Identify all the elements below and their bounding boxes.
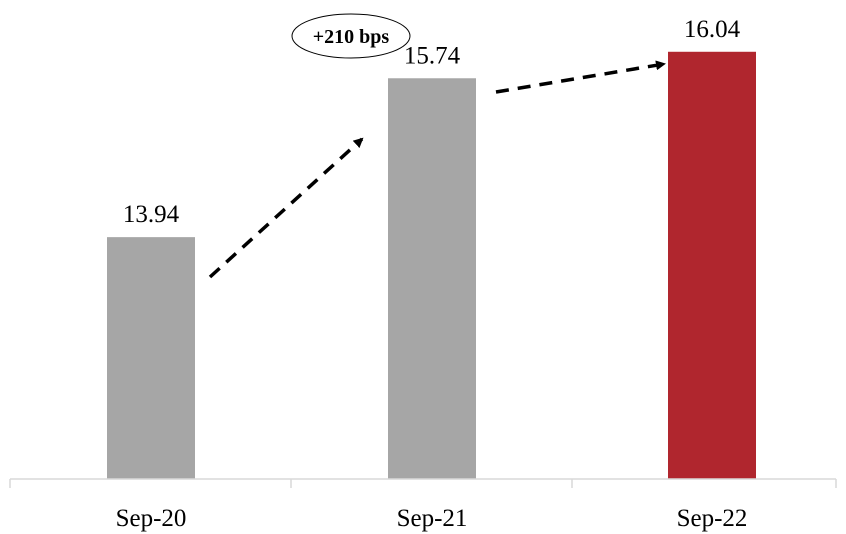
trend-arrow-1 [208, 137, 364, 279]
x-axis-ticks [9, 479, 837, 488]
tick-label-sep-21: Sep-21 [397, 505, 468, 532]
x-axis-tick-labels: Sep-20 Sep-21 Sep-22 [116, 505, 748, 532]
trend-arrow-2 [495, 60, 666, 94]
bars-group [107, 51, 756, 480]
bar-sep-22 [668, 51, 756, 480]
value-label-sep-21: 15.74 [404, 42, 461, 69]
annotation-ellipse [291, 13, 411, 59]
tick-label-sep-22: Sep-22 [677, 505, 748, 532]
bar-sep-21 [388, 78, 476, 479]
value-labels-group: 13.94 15.74 16.04 [123, 16, 741, 228]
bar-sep-20 [107, 237, 195, 479]
value-label-sep-22: 16.04 [684, 16, 741, 43]
value-label-sep-20: 13.94 [123, 201, 180, 228]
annotation-text: +210 bps [313, 26, 390, 48]
tick-label-sep-20: Sep-20 [116, 505, 187, 532]
change-annotation: +210 bps [291, 13, 411, 59]
